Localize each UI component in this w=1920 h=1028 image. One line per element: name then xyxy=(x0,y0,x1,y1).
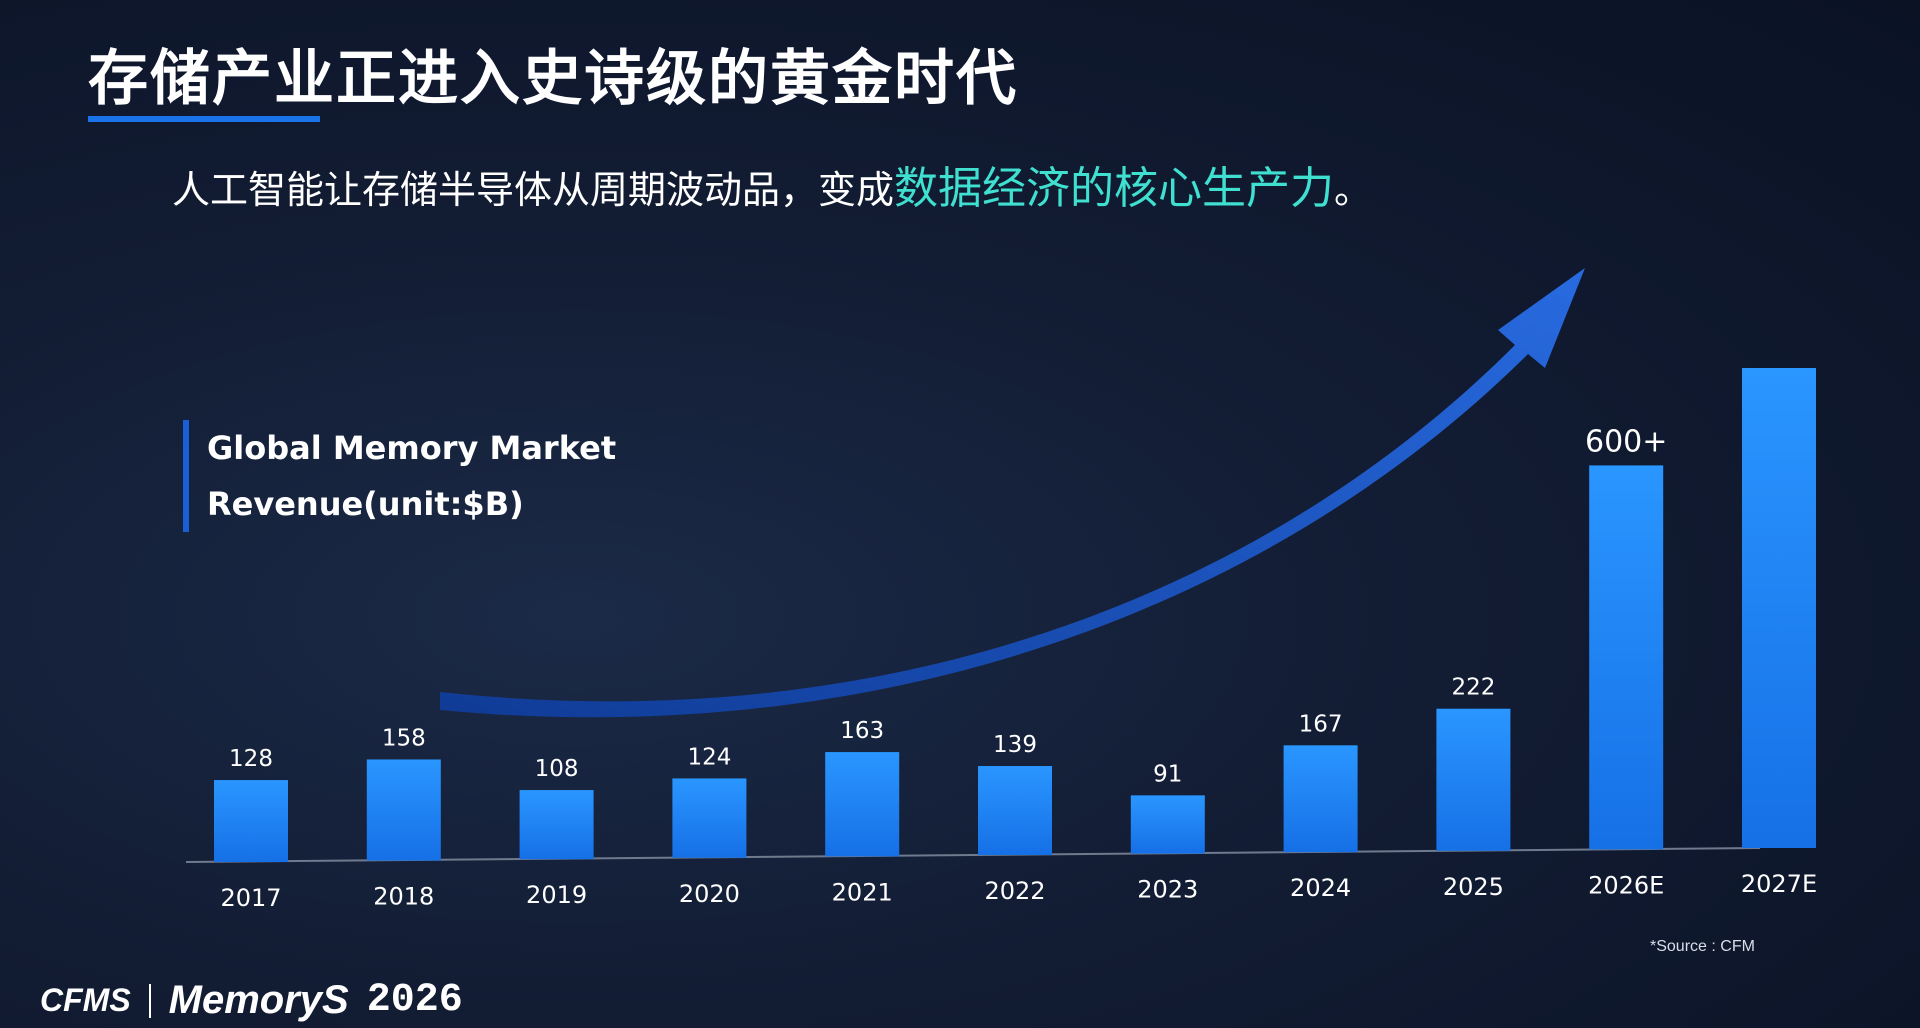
cfms-logo: CFMS xyxy=(40,982,131,1018)
data-label-2018: 158 xyxy=(382,725,426,751)
bar-2027E xyxy=(1742,368,1816,848)
data-label-2017: 128 xyxy=(229,746,273,772)
data-label-2026E: 600+ xyxy=(1585,424,1667,459)
data-label-2023: 91 xyxy=(1153,761,1182,787)
bar-2017 xyxy=(214,780,288,862)
bar-2020 xyxy=(672,778,747,858)
bar-2021 xyxy=(825,752,900,857)
chart-label-line-2: Revenue(unit:$B) xyxy=(207,485,524,523)
tick-label-2017: 2017 xyxy=(220,884,281,912)
bar-2024 xyxy=(1283,745,1358,853)
growth-arrow-icon xyxy=(440,268,1585,718)
chart-label-line-1: Global Memory Market xyxy=(207,429,617,467)
footer-separator xyxy=(148,983,151,1018)
data-label-2024: 167 xyxy=(1299,711,1343,737)
source-note: *Source : CFM xyxy=(1650,938,1755,955)
tick-label-2026E: 2026E xyxy=(1588,871,1664,899)
subtitle-end: 。 xyxy=(1334,168,1373,212)
tick-label-2021: 2021 xyxy=(832,878,893,906)
data-label-2021: 163 xyxy=(840,718,884,744)
tick-label-2025: 2025 xyxy=(1443,873,1504,901)
tick-label-2019: 2019 xyxy=(526,881,587,909)
bar-2019 xyxy=(519,790,594,860)
tick-label-2027E: 2027E xyxy=(1741,870,1817,898)
tick-label-2018: 2018 xyxy=(373,883,434,911)
event-year: 2026 xyxy=(366,978,463,1023)
page-title: 存储产业正进入史诗级的黄金时代 xyxy=(88,44,1018,114)
data-label-2019: 108 xyxy=(535,756,579,782)
bar-2026E xyxy=(1589,465,1664,850)
memorys-logo: MemoryS xyxy=(168,978,349,1022)
tick-label-2024: 2024 xyxy=(1290,874,1351,902)
tick-label-2020: 2020 xyxy=(679,880,740,908)
subtitle-text: 人工智能让存储半导体从周期波动品，变成 xyxy=(172,168,895,212)
subtitle: 人工智能让存储半导体从周期波动品，变成数据经济的核心生产力。 xyxy=(172,152,1372,216)
tick-label-2023: 2023 xyxy=(1137,876,1198,904)
bar-2025 xyxy=(1436,708,1511,851)
bar-2023 xyxy=(1130,795,1205,854)
tick-label-2022: 2022 xyxy=(984,877,1045,905)
data-label-2020: 124 xyxy=(687,744,731,770)
bars-layer: 128 2017 158 2018 108 2019 124 2020 163 2021 139 20… xyxy=(214,368,1817,912)
bar-2022 xyxy=(978,766,1052,855)
bar-2018 xyxy=(366,759,441,861)
footer: CFMS MemoryS 2026 xyxy=(40,978,463,1023)
title-underline xyxy=(88,116,320,122)
data-label-2025: 222 xyxy=(1451,675,1495,701)
data-label-2022: 139 xyxy=(993,732,1037,758)
subtitle-highlight: 数据经济的核心生产力 xyxy=(894,163,1335,214)
chart-label: Global Memory Market Revenue(unit:$B) xyxy=(183,420,616,532)
